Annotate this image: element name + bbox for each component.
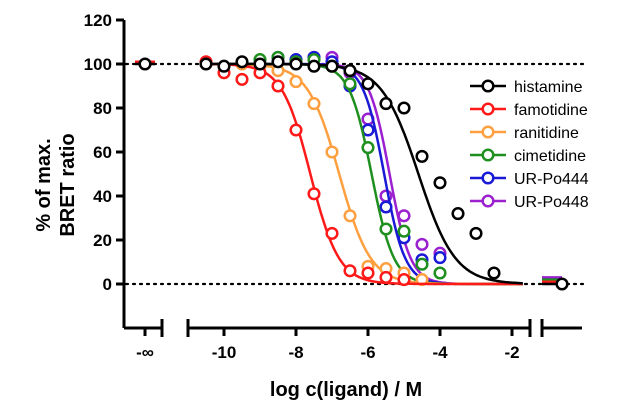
x-tick-label: -4 — [432, 343, 448, 362]
data-point — [397, 224, 411, 238]
x-tick-label: -10 — [212, 343, 237, 362]
data-point — [343, 209, 357, 223]
data-point — [433, 176, 447, 190]
legend-label: UR-Po448 — [514, 194, 589, 211]
data-point — [397, 273, 411, 287]
legend-marker — [481, 194, 495, 208]
legend-marker — [481, 79, 495, 93]
data-point — [397, 209, 411, 223]
series-curve — [202, 62, 523, 285]
data-point — [415, 257, 429, 271]
data-point — [235, 72, 249, 86]
data-point — [361, 266, 375, 280]
data-point — [379, 200, 393, 214]
data-point — [325, 59, 339, 73]
plot-area — [135, 50, 569, 291]
legend: histamine famotidine ranitidine cimetidine U… — [470, 79, 589, 211]
data-point — [307, 187, 321, 201]
axes: 0 20 40 60 80 100 120 -∞ -10 -8 -6 -4 -2 — [84, 11, 582, 362]
data-point — [433, 251, 447, 265]
x-tick-label-neg-inf: -∞ — [136, 343, 154, 362]
y-tick-label: 40 — [93, 187, 112, 206]
y-tick-label: 60 — [93, 143, 112, 162]
data-point — [415, 237, 429, 251]
data-point — [487, 266, 501, 280]
data-point — [433, 266, 447, 280]
legend-marker — [481, 171, 495, 185]
data-point — [271, 79, 285, 93]
x-tick-label: -6 — [360, 343, 375, 362]
data-point — [343, 264, 357, 278]
data-point — [289, 123, 303, 137]
data-point — [253, 57, 267, 71]
x-tick-label: -2 — [504, 343, 519, 362]
y-axis-title-line-1: % of max. — [33, 138, 55, 231]
y-tick-label: 20 — [93, 231, 112, 250]
data-point — [307, 59, 321, 73]
x-tick-label: -8 — [288, 343, 303, 362]
data-point — [451, 207, 465, 221]
series-curve — [202, 62, 523, 286]
y-tick-label: 80 — [93, 99, 112, 118]
series-curve — [202, 62, 523, 286]
data-point — [415, 149, 429, 163]
data-point — [343, 77, 357, 91]
data-point — [379, 222, 393, 236]
legend-marker — [481, 148, 495, 162]
data-point — [469, 226, 483, 240]
legend-label: ranitidine — [514, 125, 579, 142]
legend-marker — [481, 102, 495, 116]
legend-label: cimetidine — [514, 148, 586, 165]
data-point — [361, 77, 375, 91]
data-point — [397, 101, 411, 115]
series-curve — [202, 62, 523, 286]
y-tick-label: 120 — [84, 11, 112, 30]
data-point-pos-inf — [555, 277, 569, 291]
data-point — [307, 97, 321, 111]
data-point — [379, 97, 393, 111]
series-curve — [202, 62, 523, 286]
x-axis-title: log c(ligand) / M — [270, 379, 422, 401]
data-point — [289, 75, 303, 89]
data-point — [289, 57, 303, 71]
y-axis-title: % of max. BRET ratio — [33, 133, 79, 236]
data-point — [325, 145, 339, 159]
y-tick-label: 0 — [103, 275, 112, 294]
data-point-neg-inf — [138, 57, 152, 71]
data-point — [199, 57, 213, 71]
series-curve — [202, 62, 523, 286]
data-point — [325, 226, 339, 240]
y-axis-title-line-2: BRET ratio — [57, 133, 79, 236]
data-point — [379, 270, 393, 284]
data-point — [361, 141, 375, 155]
data-point — [271, 55, 285, 69]
data-point — [343, 64, 357, 78]
y-tick-label: 100 — [84, 55, 112, 74]
legend-label: histamine — [514, 79, 583, 96]
data-point — [217, 59, 231, 73]
data-point — [235, 55, 249, 69]
legend-label: UR-Po444 — [514, 171, 589, 188]
legend-marker — [481, 125, 495, 139]
legend-label: famotidine — [514, 102, 588, 119]
